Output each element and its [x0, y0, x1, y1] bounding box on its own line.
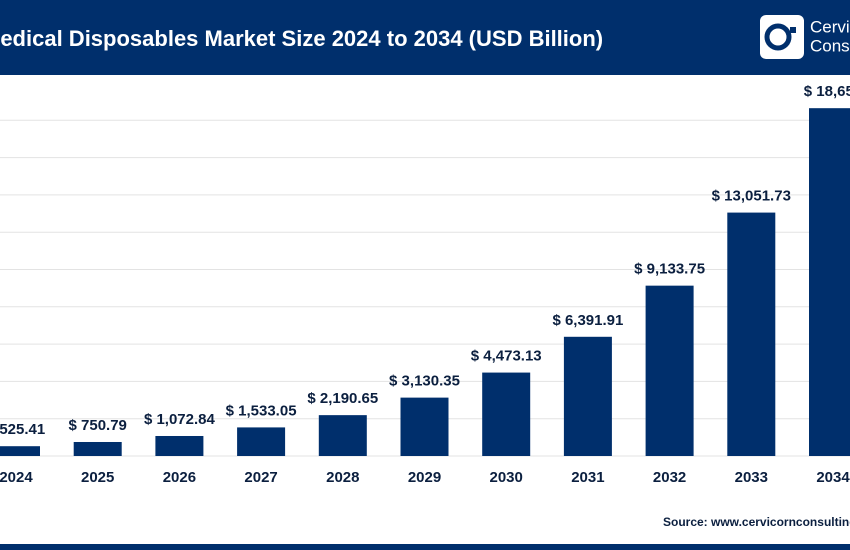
x-tick-label: 2028	[326, 469, 359, 486]
bar	[809, 108, 850, 457]
bar	[0, 446, 40, 456]
x-tick-label: 2025	[81, 469, 114, 486]
brand-name: Cervicorn	[810, 17, 850, 36]
x-tick-label: 2027	[244, 469, 277, 486]
logo-mark	[790, 27, 796, 33]
value-label: $ 13,051.73	[712, 188, 791, 205]
x-tick-label: 2034	[816, 469, 850, 486]
value-label: $ 6,391.91	[552, 312, 623, 329]
x-tick-label: 2031	[571, 469, 604, 486]
value-label: $ 4,473.13	[471, 348, 542, 365]
bar	[645, 285, 694, 456]
bar	[400, 397, 449, 456]
header-bar	[0, 0, 850, 75]
logo-mark	[764, 23, 792, 51]
x-tick-label: 2030	[490, 469, 523, 486]
x-tick-label: 2033	[735, 469, 768, 486]
x-tick-label: 2029	[408, 469, 441, 486]
value-label: $ 525.41	[0, 421, 45, 438]
value-label: $ 1,533.05	[226, 402, 297, 419]
x-tick-label: 2024	[0, 469, 33, 486]
bar	[563, 336, 612, 456]
chart-title: Medical Disposables Market Size 2024 to …	[0, 26, 603, 51]
bar	[237, 427, 286, 456]
bar	[727, 212, 776, 456]
bar	[482, 372, 531, 456]
value-label: $ 9,133.75	[634, 261, 705, 278]
bar	[155, 435, 204, 456]
bar	[318, 415, 367, 456]
value-label: $ 2,190.65	[307, 390, 378, 407]
x-tick-label: 2026	[163, 469, 196, 486]
footer-bar	[0, 544, 850, 550]
source-note: Source: www.cervicornconsulting.com	[663, 515, 850, 529]
value-label: $ 1,072.84	[144, 411, 216, 428]
value-label: $ 18,650	[804, 83, 850, 100]
value-label: $ 3,130.35	[389, 373, 460, 390]
bar	[73, 441, 122, 456]
value-label: $ 750.79	[69, 417, 127, 434]
x-tick-label: 2032	[653, 469, 686, 486]
brand-name: Consulting	[810, 36, 850, 55]
